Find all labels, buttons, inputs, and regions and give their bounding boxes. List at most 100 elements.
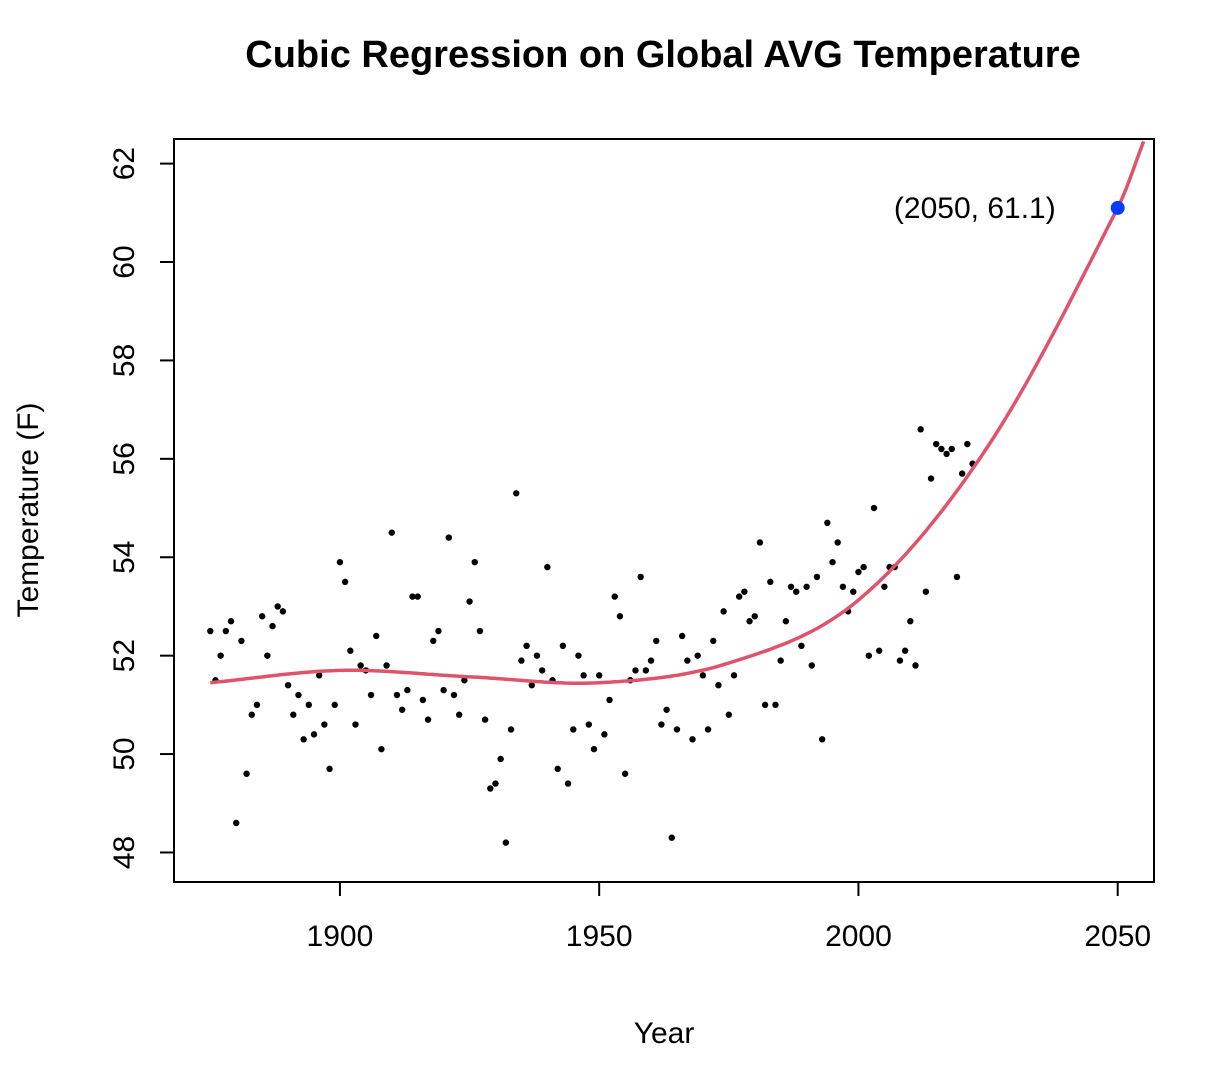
data-point	[564, 780, 572, 787]
data-point	[782, 618, 790, 625]
data-point	[948, 445, 955, 453]
data-point	[414, 593, 421, 600]
data-point	[580, 672, 587, 679]
data-point	[570, 726, 577, 733]
data-point	[699, 672, 707, 679]
data-point	[445, 534, 453, 541]
data-point	[710, 637, 717, 645]
data-point	[772, 701, 779, 709]
data-point	[917, 426, 924, 433]
data-point	[761, 701, 769, 709]
data-point	[933, 440, 940, 448]
data-point	[725, 711, 733, 718]
data-point	[673, 726, 681, 733]
data-point	[487, 785, 494, 792]
x-axis-label: Year	[634, 1017, 695, 1050]
data-point	[575, 652, 582, 659]
data-point	[461, 677, 468, 684]
data-point	[435, 627, 442, 635]
x-axis: 1900 1950 2000 2050	[307, 881, 1151, 953]
data-point	[616, 613, 624, 620]
data-point	[440, 686, 447, 694]
y-tick-label: 52	[108, 639, 141, 672]
data-point	[507, 726, 515, 733]
data-point	[756, 539, 764, 546]
y-axis-label: Temperature (F)	[12, 402, 45, 617]
data-point	[896, 657, 904, 664]
data-point	[735, 593, 743, 600]
data-point	[658, 721, 665, 728]
data-point	[684, 657, 691, 664]
data-point	[321, 721, 328, 728]
data-point	[481, 716, 489, 723]
highlight-label: (2050, 61.1)	[894, 192, 1056, 225]
y-tick-label: 54	[108, 541, 141, 574]
data-point	[227, 618, 235, 625]
data-point	[471, 558, 478, 566]
data-point	[689, 736, 696, 743]
y-axis: 48 50 52 54 56 58 60 62	[108, 147, 175, 869]
data-point	[243, 770, 250, 777]
data-point	[787, 583, 795, 590]
data-point	[341, 578, 349, 586]
data-point	[554, 765, 561, 773]
data-point	[300, 736, 307, 743]
data-point	[528, 681, 535, 689]
data-point	[466, 598, 473, 605]
data-point	[544, 563, 551, 571]
x-tick-label: 1900	[307, 920, 374, 953]
data-point	[824, 519, 831, 527]
data-point	[305, 701, 313, 709]
data-point	[492, 780, 499, 787]
data-point	[559, 642, 567, 650]
data-point	[720, 608, 727, 615]
data-point	[393, 691, 401, 699]
data-point	[233, 819, 240, 827]
data-point	[388, 529, 395, 536]
data-point	[964, 440, 971, 448]
data-point	[803, 583, 810, 590]
data-point	[264, 652, 271, 659]
data-point	[274, 603, 281, 610]
data-point	[315, 672, 323, 679]
data-point	[222, 627, 230, 635]
data-point	[647, 657, 655, 664]
x-tick-label: 1950	[566, 920, 633, 953]
data-point	[850, 588, 857, 595]
x-tick-label: 2050	[1084, 920, 1151, 953]
data-point	[269, 622, 276, 630]
data-point	[834, 539, 841, 546]
data-point	[295, 691, 302, 699]
highlight-point	[1110, 200, 1125, 215]
data-point	[347, 647, 354, 654]
data-point	[378, 745, 385, 753]
data-point	[829, 558, 836, 566]
data-point	[513, 490, 520, 497]
data-point	[694, 652, 701, 659]
data-point	[746, 618, 753, 625]
data-point	[450, 691, 458, 699]
data-point	[663, 706, 670, 713]
data-point	[331, 701, 338, 709]
y-tick-label: 62	[108, 147, 141, 180]
plot-frame	[173, 138, 1155, 883]
data-point	[424, 716, 432, 723]
data-point	[518, 657, 525, 664]
data-point	[336, 558, 344, 566]
data-point	[606, 696, 613, 704]
data-point	[777, 657, 784, 664]
data-point	[595, 672, 603, 679]
data-point	[818, 736, 826, 743]
data-point	[409, 593, 416, 600]
data-point	[927, 475, 935, 482]
data-point	[455, 711, 463, 718]
data-point	[284, 681, 292, 689]
data-point	[533, 652, 541, 659]
data-point	[419, 696, 427, 704]
data-point	[430, 637, 437, 645]
y-tick-label: 60	[108, 245, 141, 278]
data-point	[238, 637, 245, 645]
data-point	[253, 701, 261, 709]
data-point	[326, 765, 333, 773]
cubic-fit-curve	[210, 140, 1146, 685]
